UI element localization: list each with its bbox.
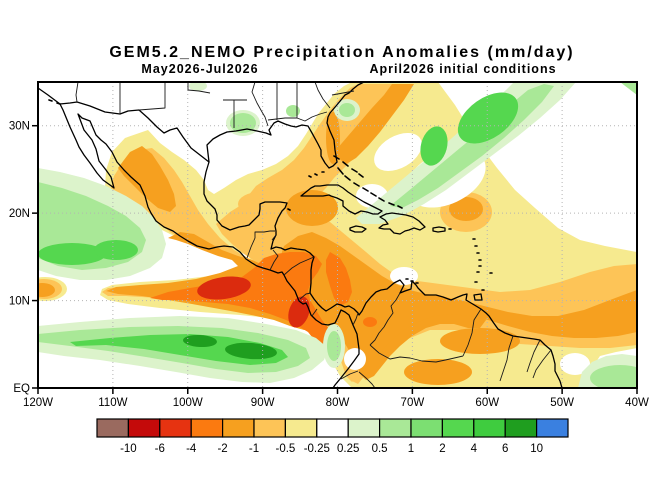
central-america-borders (246, 230, 359, 326)
wet-itcz-dark-core1 (183, 334, 217, 348)
neutral-hole-sargasso (374, 133, 422, 171)
coastline-jamaica (349, 225, 367, 233)
colorbar-label: -6 (155, 443, 165, 455)
political-borders (75, 82, 552, 388)
us-state-borders (75, 82, 355, 128)
wet-corner-ne (620, 82, 637, 95)
lon-tick-label: 110W (98, 397, 127, 409)
subtitle-forecast-period: May2026-Jul2026 (141, 62, 258, 76)
dry-core-guyana (440, 328, 520, 354)
dry-core-west-cuba (286, 190, 338, 226)
dry-core-east-of-turks (449, 197, 483, 221)
island-trinidad (473, 293, 483, 301)
page-title: GEM5.2_NEMO Precipitation Anomalies (mm/… (109, 44, 574, 61)
colorbar-label: 6 (502, 443, 508, 455)
wet-pacific-offbaja-core2 (94, 240, 138, 260)
dry-red-core-costarica (288, 296, 310, 328)
coastline-pacific (38, 87, 360, 388)
dry-strong-pacific-tongue (150, 252, 338, 356)
colorbar-label: 4 (471, 443, 478, 455)
lon-tick-label: 60W (475, 397, 499, 409)
wet-atlantic-se-light (590, 365, 637, 388)
dry-core-sierra-madre (118, 146, 176, 212)
lon-tick-label: 100W (173, 397, 203, 409)
colorbar-label: 10 (530, 443, 543, 455)
coastline-puerto-rico (432, 226, 446, 233)
south-america-borders (340, 292, 552, 388)
colorbar-label: -1 (249, 443, 259, 455)
bahamas-islands (333, 155, 403, 209)
colorbar-label: -2 (217, 443, 227, 455)
dry-core-bahamas-band (336, 84, 414, 164)
colorbar-cell (410, 418, 443, 438)
lat-tick-label: 20N (9, 208, 30, 220)
colorbar-cell (253, 418, 286, 438)
coastlines (38, 82, 563, 388)
small-islands (48, 99, 493, 291)
colorbar-cell (127, 418, 161, 438)
colorbar-cell (316, 418, 349, 438)
colorbar-label: 0.5 (372, 443, 388, 455)
lon-tick-label: 120W (23, 397, 53, 409)
colorbar-cell (535, 418, 569, 438)
colorbar-label: 1 (408, 443, 414, 455)
lon-tick-label: 50W (550, 397, 574, 409)
colorbar-label: -0.5 (275, 443, 295, 455)
wet-atlantic-band-core1 (457, 92, 519, 144)
colorbar-cell (379, 418, 412, 438)
coastline-cuba (300, 184, 383, 215)
colorbar-cell (504, 418, 538, 438)
wet-pacific-offbaja-core1 (38, 243, 106, 265)
subtitle-initial-conditions: April2026 initial conditions (369, 62, 556, 76)
lat-tick-label: 30N (9, 121, 30, 133)
gridlines (38, 82, 637, 388)
lesser-antilles-islands (405, 228, 493, 291)
colorbar-cell (96, 418, 129, 438)
colorbar-cell (284, 418, 318, 438)
colorbar-label: 0.25 (337, 443, 359, 455)
anomaly-fill-regions (38, 82, 637, 388)
longitude-axis: 120W 110W 100W 90W 80W 70W 60W 50W 40W (23, 388, 649, 409)
wet-colombia-light (327, 331, 341, 361)
lon-tick-label: 90W (251, 397, 275, 409)
colorbar-cell (190, 418, 224, 438)
channel-and-keys-islands (48, 99, 325, 211)
lat-tick-label: EQ (13, 383, 30, 395)
wet-itcz-medium (70, 334, 288, 365)
colorbar-cell (441, 418, 475, 438)
colorbar-label: -4 (186, 443, 197, 455)
colorbar-cell (159, 418, 192, 438)
colorbar-label: -10 (120, 443, 137, 455)
dry-strong-venezuela-spot (363, 317, 377, 327)
dry-core-atlantic-band (366, 290, 637, 360)
neutral-hole-amapa (560, 353, 590, 375)
coastline-gulf-atlantic-us (59, 82, 365, 169)
wet-oklahoma-pale (189, 82, 207, 91)
wet-carolina-light (339, 103, 355, 117)
lon-tick-label: 80W (326, 397, 350, 409)
lon-tick-label: 40W (625, 397, 649, 409)
dry-red-core-90w (197, 276, 251, 300)
wet-atlantic-band-core2 (420, 126, 448, 166)
lat-tick-label: 10N (9, 296, 30, 308)
colorbar-cell (473, 418, 506, 438)
wet-itcz-dark-core2 (225, 342, 277, 360)
wet-georgia-light (286, 105, 300, 117)
dry-spot-west-edge-core (38, 283, 55, 297)
coastline-mexico-caribbean-southamerica (203, 161, 563, 388)
colorbar-legend: -10 -6 -4 -2 -1 -0.5 -0.25 0.25 0.5 1 2 4 6 10 (96, 418, 569, 455)
dry-strong-colombia-coast (326, 252, 352, 306)
wet-alabama-light (230, 113, 256, 133)
latitude-axis: EQ 10N 20N 30N (9, 121, 38, 395)
colorbar-cell (222, 418, 255, 438)
coastline-hispaniola (378, 212, 426, 235)
colorbar-label: 2 (439, 443, 445, 455)
lon-tick-label: 70W (401, 397, 425, 409)
colorbar-label: -0.25 (304, 443, 330, 455)
colorbar-cell (347, 418, 381, 438)
dry-core-amazon-north (404, 359, 472, 385)
